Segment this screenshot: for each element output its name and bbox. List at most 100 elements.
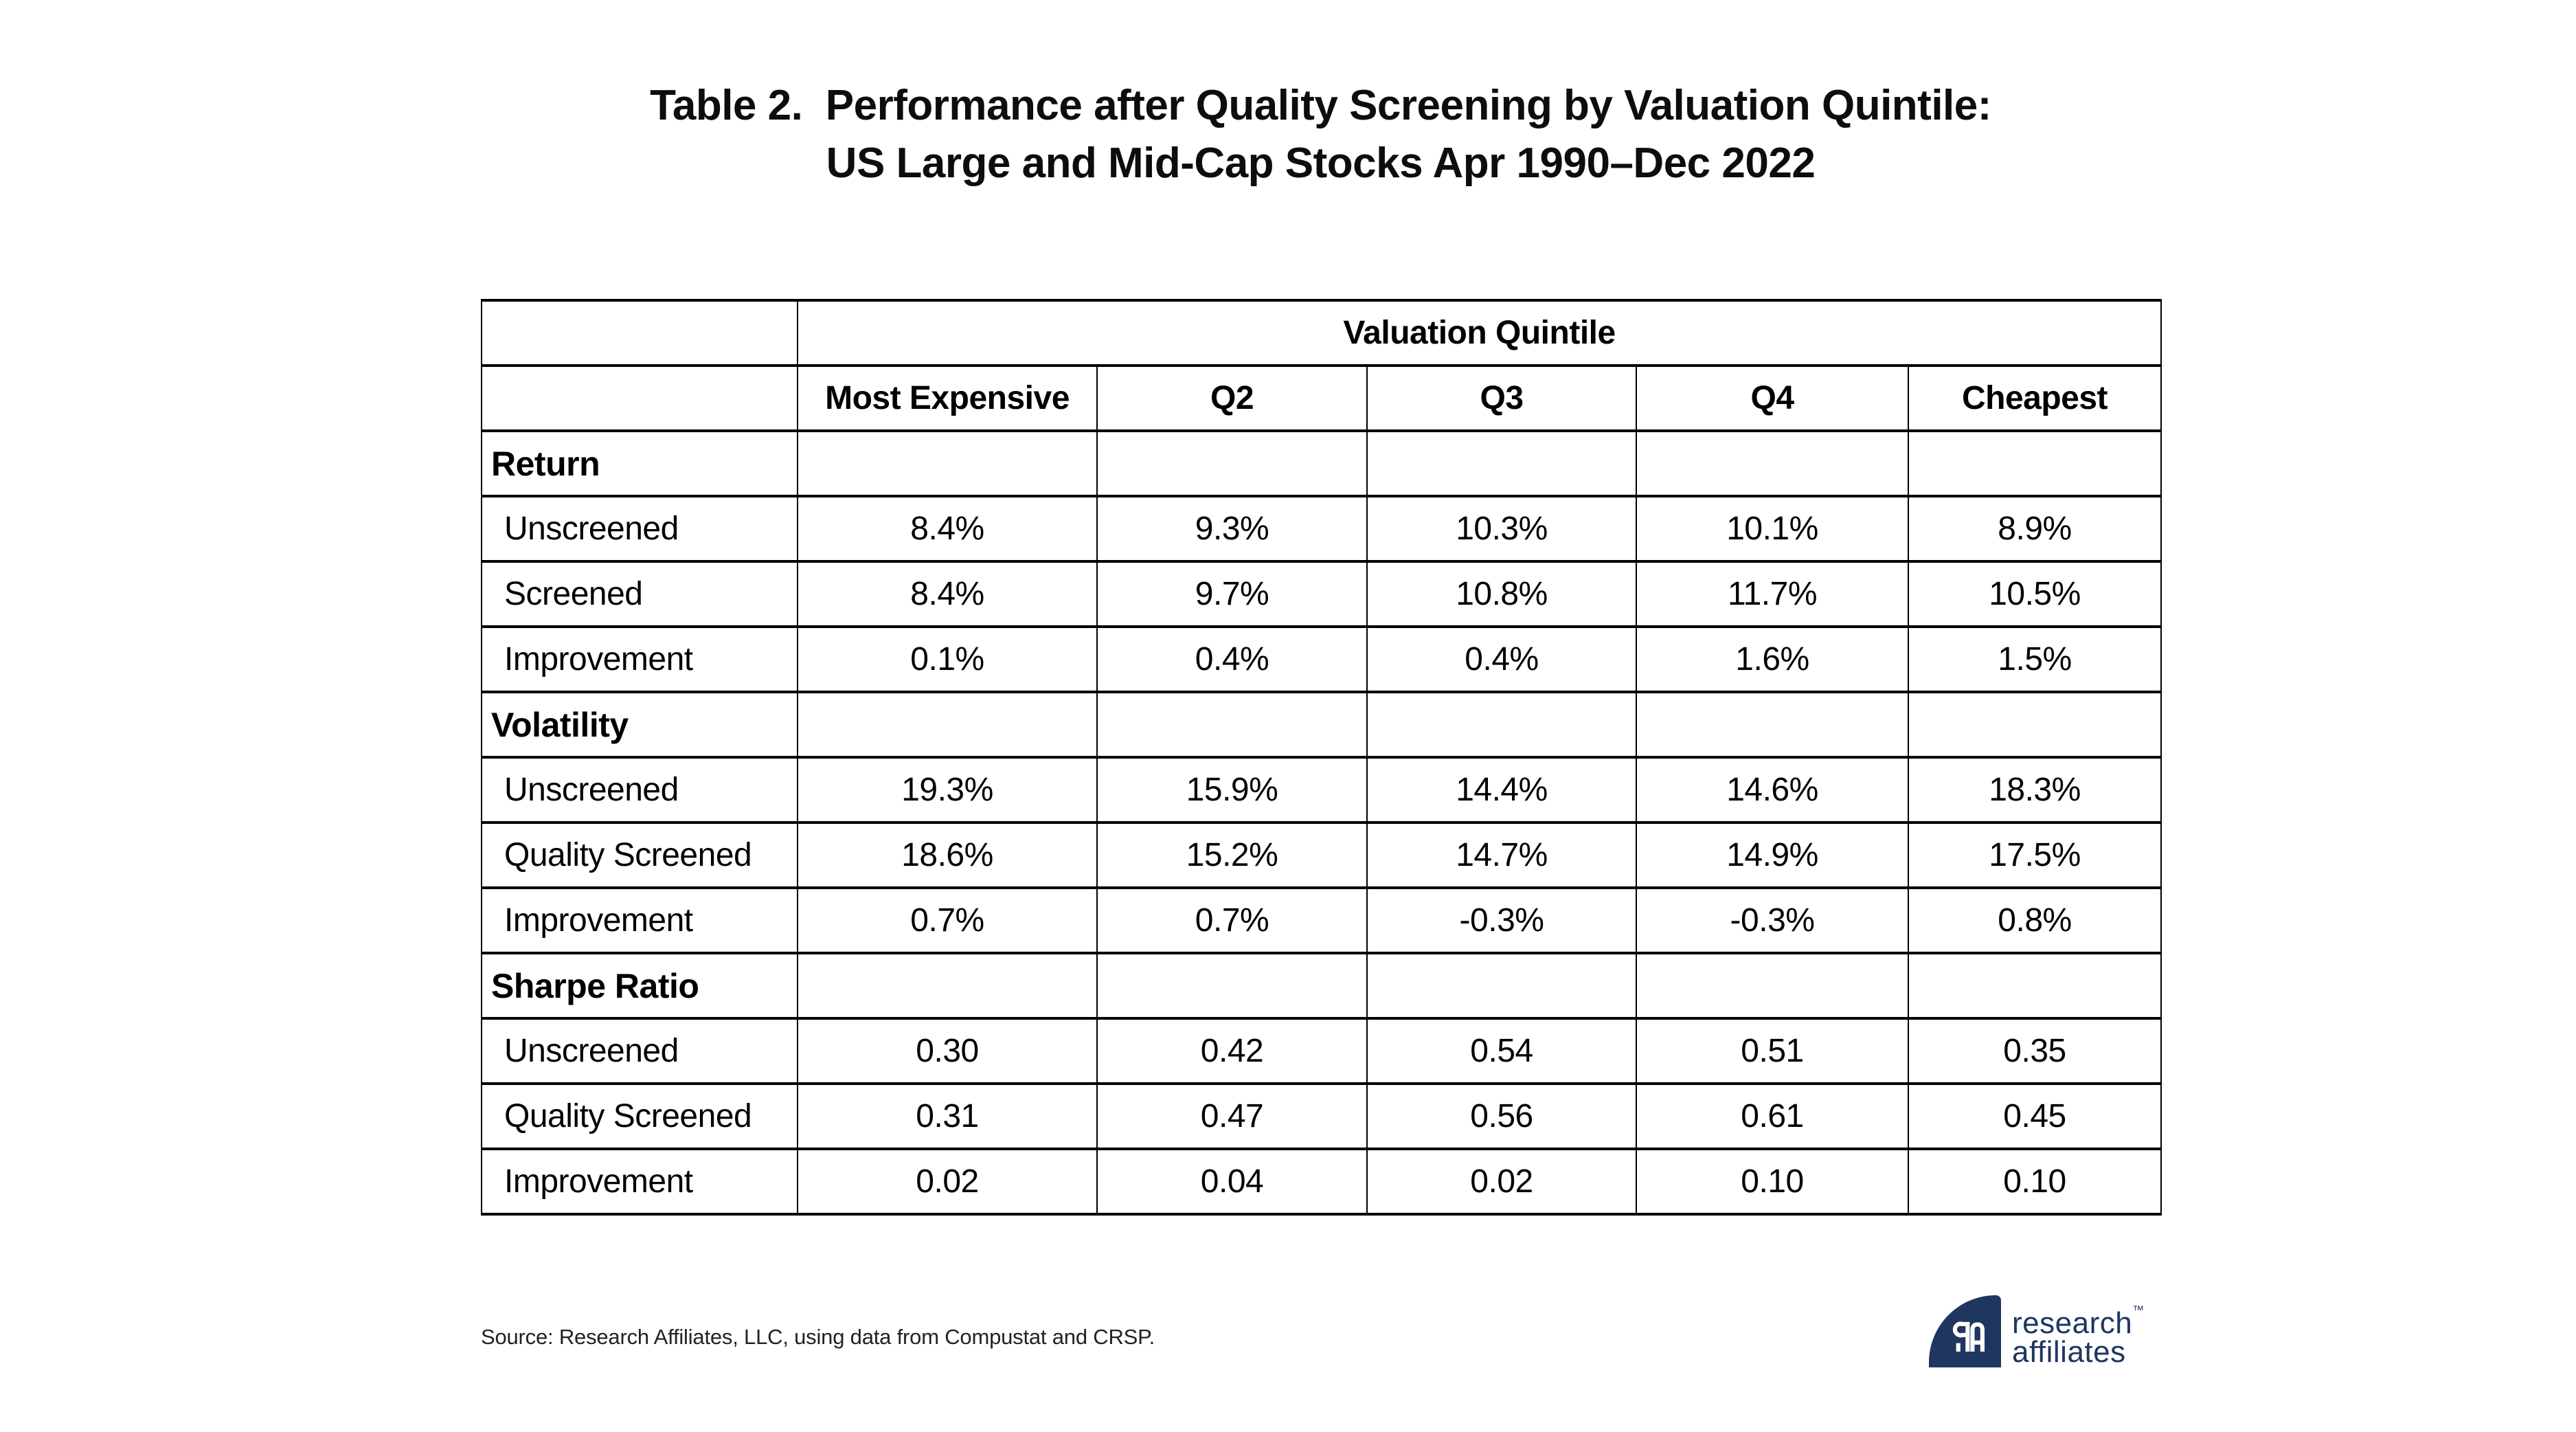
title-line-2: US Large and Mid-Cap Stocks Apr 1990–Dec… (826, 139, 1816, 187)
research-affiliates-logo: research™ affiliates (1929, 1295, 2144, 1367)
value-cell: 15.9% (1096, 756, 1368, 824)
table-row: Quality Screened 0.31 0.47 0.56 0.61 0.4… (481, 1082, 2162, 1150)
row-label: Improvement (481, 1148, 798, 1216)
empty-cell (1636, 429, 1909, 497)
value-cell: 14.7% (1366, 821, 1637, 889)
empty-cell (797, 691, 1098, 759)
value-cell: 0.10 (1907, 1148, 2162, 1216)
empty-cell (1366, 952, 1637, 1020)
value-cell: 8.9% (1907, 495, 2162, 563)
column-header-row: Most Expensive Q2 Q3 Q4 Cheapest (481, 364, 2162, 432)
logo-wordmark-line-1: research™ (2012, 1296, 2144, 1340)
value-cell: 10.8% (1366, 560, 1637, 628)
value-cell: 8.4% (797, 560, 1098, 628)
value-cell: 0.42 (1096, 1017, 1368, 1085)
empty-cell (797, 429, 1098, 497)
col-header-most-expensive: Most Expensive (797, 364, 1098, 432)
value-cell: 0.30 (797, 1017, 1098, 1085)
col-header-cheapest: Cheapest (1907, 364, 2162, 432)
empty-cell (1636, 691, 1909, 759)
corner-cell (481, 299, 798, 367)
empty-cell (1907, 691, 2162, 759)
value-cell: 0.54 (1366, 1017, 1637, 1085)
section-label: Volatility (481, 691, 798, 759)
section-row-return: Return (481, 429, 2162, 497)
empty-cell (1096, 952, 1368, 1020)
value-cell: 14.9% (1636, 821, 1909, 889)
row-label: Unscreened (481, 495, 798, 563)
value-cell: 8.4% (797, 495, 1098, 563)
performance-table: Valuation Quintile Most Expensive Q2 Q3 … (481, 299, 2162, 1216)
source-text: Source: Research Affiliates, LLC, using … (481, 1325, 1155, 1349)
value-cell: 0.04 (1096, 1148, 1368, 1216)
value-cell: 0.47 (1096, 1082, 1368, 1150)
value-cell: 0.56 (1366, 1082, 1637, 1150)
table-row: Screened 8.4% 9.7% 10.8% 11.7% 10.5% (481, 560, 2162, 628)
value-cell: 14.4% (1366, 756, 1637, 824)
section-row-sharpe-ratio: Sharpe Ratio (481, 952, 2162, 1020)
value-cell: 0.35 (1907, 1017, 2162, 1085)
row-label: Quality Screened (481, 1082, 798, 1150)
value-cell: 0.02 (1366, 1148, 1637, 1216)
value-cell: 9.7% (1096, 560, 1368, 628)
col-header-q4: Q4 (1636, 364, 1909, 432)
value-cell: -0.3% (1636, 886, 1909, 954)
value-cell: -0.3% (1366, 886, 1637, 954)
row-label: Improvement (481, 886, 798, 954)
empty-cell (1907, 952, 2162, 1020)
value-cell: 17.5% (1907, 821, 2162, 889)
table-row: Quality Screened 18.6% 15.2% 14.7% 14.9%… (481, 821, 2162, 889)
value-cell: 18.3% (1907, 756, 2162, 824)
section-label: Return (481, 429, 798, 497)
value-cell: 1.5% (1907, 625, 2162, 693)
ra-logo-icon (1929, 1295, 2001, 1367)
table-row: Improvement 0.7% 0.7% -0.3% -0.3% 0.8% (481, 886, 2162, 954)
title-line-1: Table 2. Performance after Quality Scree… (650, 82, 1991, 129)
empty-cell (1907, 429, 2162, 497)
value-cell: 9.3% (1096, 495, 1368, 563)
logo-wordmark: research™ affiliates (2012, 1296, 2144, 1367)
table-row: Unscreened 19.3% 15.9% 14.4% 14.6% 18.3% (481, 756, 2162, 824)
value-cell: 0.51 (1636, 1017, 1909, 1085)
value-cell: 0.4% (1366, 625, 1637, 693)
value-cell: 10.5% (1907, 560, 2162, 628)
valuation-quintile-header: Valuation Quintile (796, 299, 2162, 367)
ra-monogram-icon (1952, 1321, 1985, 1352)
empty-cell (1096, 691, 1368, 759)
empty-cell (1366, 429, 1637, 497)
value-cell: 14.6% (1636, 756, 1909, 824)
value-cell: 10.3% (1366, 495, 1637, 563)
logo-wordmark-line-2: affiliates (2012, 1334, 2126, 1369)
page-title: Table 2. Performance after Quality Scree… (481, 77, 2160, 192)
value-cell: 0.61 (1636, 1082, 1909, 1150)
value-cell: 0.4% (1096, 625, 1368, 693)
value-cell: 1.6% (1636, 625, 1909, 693)
empty-cell (1366, 691, 1637, 759)
value-cell: 18.6% (797, 821, 1098, 889)
logo-word-research: research (2012, 1306, 2133, 1340)
row-label: Unscreened (481, 756, 798, 824)
group-header-row: Valuation Quintile (481, 299, 2162, 367)
value-cell: 0.1% (797, 625, 1098, 693)
value-cell: 10.1% (1636, 495, 1909, 563)
value-cell: 0.31 (797, 1082, 1098, 1150)
table-row: Unscreened 8.4% 9.3% 10.3% 10.1% 8.9% (481, 495, 2162, 563)
value-cell: 15.2% (1096, 821, 1368, 889)
value-cell: 0.10 (1636, 1148, 1909, 1216)
row-label: Screened (481, 560, 798, 628)
value-cell: 19.3% (797, 756, 1098, 824)
empty-cell (1096, 429, 1368, 497)
value-cell: 11.7% (1636, 560, 1909, 628)
section-label: Sharpe Ratio (481, 952, 798, 1020)
value-cell: 0.45 (1907, 1082, 2162, 1150)
value-cell: 0.7% (797, 886, 1098, 954)
row-label: Improvement (481, 625, 798, 693)
table-row: Unscreened 0.30 0.42 0.54 0.51 0.35 (481, 1017, 2162, 1085)
col-header-q2: Q2 (1096, 364, 1368, 432)
row-label: Unscreened (481, 1017, 798, 1085)
empty-cell (797, 952, 1098, 1020)
col-header-q3: Q3 (1366, 364, 1637, 432)
row-label-header-cell (481, 364, 798, 432)
empty-cell (1636, 952, 1909, 1020)
value-cell: 0.8% (1907, 886, 2162, 954)
